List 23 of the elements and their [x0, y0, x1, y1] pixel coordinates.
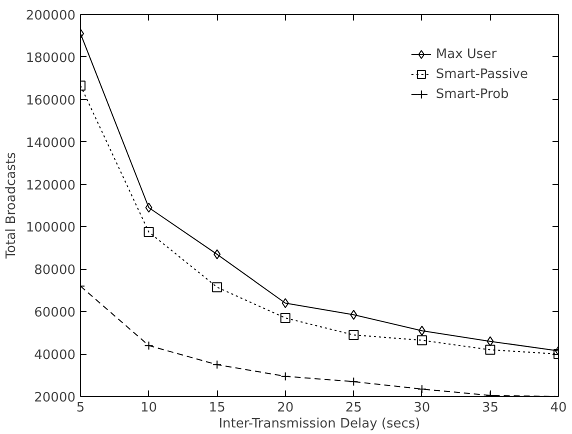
y-tick-label: 200000	[26, 8, 76, 24]
x-tick-label: 30	[414, 400, 430, 416]
x-tick-label: 15	[208, 400, 226, 416]
y-tick-label: 60000	[34, 306, 76, 321]
x-tick-label: 10	[140, 400, 158, 416]
x-tick-label: 5	[76, 400, 85, 416]
y-tick-label: 80000	[34, 263, 76, 278]
x-tick-label: 40	[550, 400, 567, 416]
x-tick-label: 25	[345, 400, 362, 416]
y-tick-label: 180000	[26, 50, 76, 66]
y-tick-label: 120000	[26, 178, 76, 194]
x-tick-label: 20	[277, 400, 294, 416]
x-axis-title: Inter-Transmission Delay (secs)	[218, 416, 420, 432]
legend-label: Max User	[436, 46, 497, 62]
y-tick-label: 40000	[34, 348, 76, 364]
y-tick-label: 100000	[26, 220, 76, 236]
legend-label: Smart-Passive	[436, 66, 528, 82]
y-axis-title: Total Broadcasts	[4, 152, 19, 260]
y-tick-label: 140000	[26, 136, 76, 151]
legend-label: Smart-Prob	[436, 86, 509, 102]
y-tick-label: 160000	[26, 93, 76, 108]
y-tick-label: 20000	[34, 390, 76, 406]
x-tick-label: 35	[482, 400, 498, 416]
